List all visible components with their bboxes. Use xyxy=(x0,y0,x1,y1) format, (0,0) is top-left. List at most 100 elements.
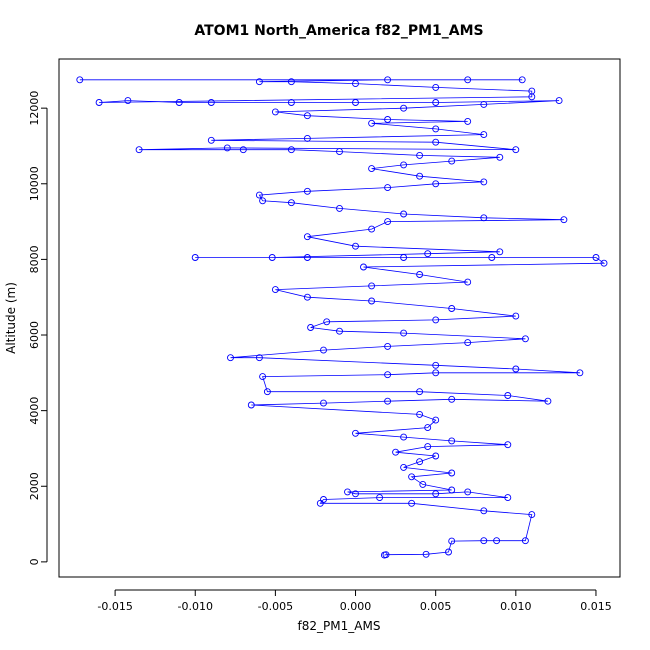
data-point xyxy=(175,99,183,106)
data-point xyxy=(416,172,424,180)
data-point xyxy=(432,416,440,424)
data-point xyxy=(271,286,279,294)
data-point xyxy=(368,119,376,127)
data-point xyxy=(368,297,376,305)
data-point xyxy=(303,134,311,142)
series-line xyxy=(79,79,606,556)
data-point xyxy=(496,153,504,161)
x-tick-label: 0.000 xyxy=(340,600,372,613)
data-point xyxy=(512,312,520,320)
data-point xyxy=(135,146,143,154)
data-point xyxy=(416,458,424,466)
data-point xyxy=(432,83,440,91)
data-point xyxy=(424,250,432,258)
data-point xyxy=(287,78,295,86)
data-point xyxy=(400,463,408,471)
data-point xyxy=(432,490,440,498)
data-point xyxy=(344,488,351,496)
data-point xyxy=(521,335,529,343)
data-point xyxy=(512,146,520,154)
data-point xyxy=(384,76,392,84)
data-point xyxy=(352,99,359,106)
data-point xyxy=(336,204,343,212)
y-tick-label: 2000 xyxy=(28,472,41,500)
data-point xyxy=(448,537,456,545)
data-point xyxy=(419,480,427,488)
data-point xyxy=(336,327,343,335)
data-point xyxy=(323,318,331,326)
x-tick-label: -0.005 xyxy=(258,600,293,613)
data-point xyxy=(307,324,315,331)
data-point xyxy=(268,254,276,261)
data-point xyxy=(271,108,279,116)
data-point xyxy=(416,388,424,396)
data-point xyxy=(408,499,416,507)
data-point xyxy=(424,424,432,432)
data-point xyxy=(368,225,376,233)
data-point xyxy=(576,369,584,377)
data-point xyxy=(223,144,231,152)
data-point xyxy=(416,151,424,159)
data-point xyxy=(227,354,234,362)
data-point xyxy=(600,259,608,267)
data-point xyxy=(255,354,263,362)
data-point xyxy=(400,329,408,337)
data-point xyxy=(464,339,472,347)
data-point xyxy=(95,99,103,106)
data-point xyxy=(400,161,408,169)
data-point xyxy=(464,278,472,286)
x-tick-label: 0.010 xyxy=(500,600,532,613)
data-point xyxy=(303,293,311,301)
data-point xyxy=(432,125,440,133)
data-point xyxy=(432,452,440,460)
data-point xyxy=(287,99,295,106)
series-f82-pm1-ams xyxy=(76,76,608,559)
data-point xyxy=(448,437,456,445)
data-point xyxy=(303,187,311,195)
data-point xyxy=(408,473,416,481)
data-point xyxy=(124,97,132,105)
data-point xyxy=(448,157,456,165)
data-point xyxy=(445,548,452,556)
data-point xyxy=(239,146,247,154)
data-point xyxy=(191,254,199,261)
plot-frame xyxy=(58,58,621,578)
data-point xyxy=(504,392,512,399)
data-point xyxy=(504,441,512,449)
data-point xyxy=(528,511,536,519)
data-point xyxy=(352,429,359,437)
data-point xyxy=(259,373,267,381)
data-point xyxy=(555,97,563,105)
data-point xyxy=(416,271,424,278)
data-point xyxy=(303,112,311,120)
x-axis-label: f82_PM1_AMS xyxy=(298,619,381,633)
x-tick-label: 0.005 xyxy=(420,600,452,613)
data-point xyxy=(384,342,392,350)
data-point xyxy=(287,146,295,154)
data-point xyxy=(432,138,440,146)
data-point xyxy=(480,178,488,186)
data-point xyxy=(480,537,488,545)
data-point xyxy=(512,365,520,373)
chart-title: ATOM1 North_America f82_PM1_AMS xyxy=(194,23,483,39)
data-point xyxy=(400,210,408,218)
data-point xyxy=(464,117,472,125)
data-point xyxy=(464,488,472,496)
data-point xyxy=(544,397,552,405)
data-point xyxy=(352,490,359,498)
data-point xyxy=(255,191,263,199)
data-point xyxy=(432,180,440,188)
data-point xyxy=(320,399,327,407)
data-point xyxy=(263,388,271,396)
data-point xyxy=(464,76,472,84)
data-point xyxy=(376,494,384,502)
data-point xyxy=(592,254,600,261)
y-axis: 0 2000 4000 6000 8000 10000 12000 xyxy=(28,91,48,565)
data-point xyxy=(518,76,526,84)
data-point xyxy=(207,136,215,144)
data-point xyxy=(504,494,512,502)
x-tick-label: -0.010 xyxy=(178,600,213,613)
data-point xyxy=(432,99,440,106)
data-point xyxy=(320,346,327,354)
data-point xyxy=(384,371,392,379)
